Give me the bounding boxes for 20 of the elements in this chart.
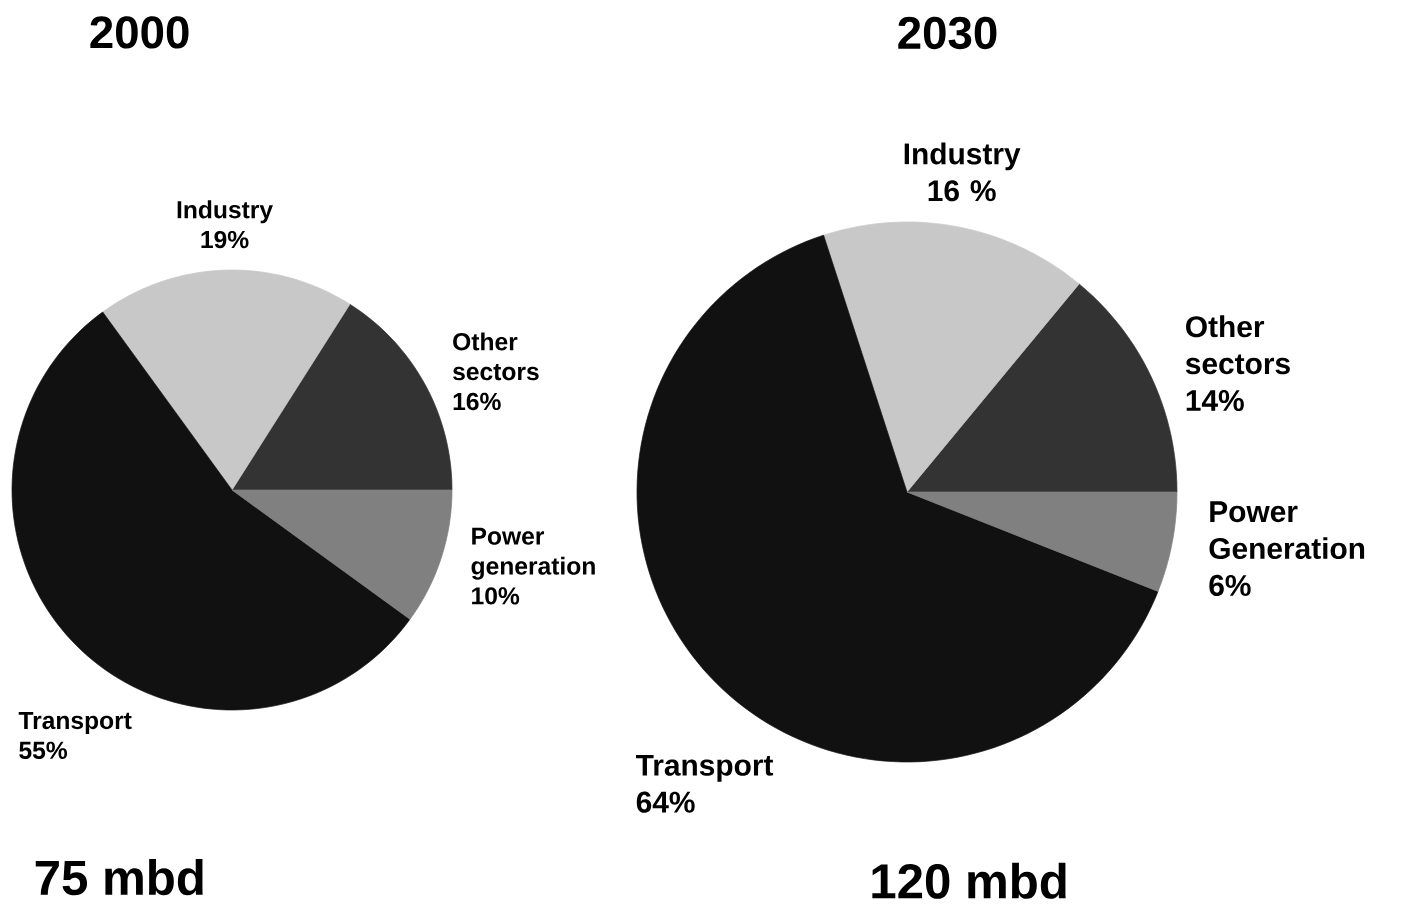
slice-label: Industry [904, 142, 1021, 171]
slice-label: Transport [18, 711, 132, 735]
data-label: 16% [453, 392, 501, 411]
data-label: 6% [1209, 574, 1251, 596]
slice-label: Transport [635, 754, 774, 782]
data-label: 16 % [928, 180, 996, 202]
slice-label: Power generation [471, 527, 595, 580]
data-label: 55% [19, 741, 68, 760]
text: 75 mbd [35, 859, 203, 896]
data-label: 10% [472, 587, 520, 605]
chart-title: 2030 [898, 16, 997, 50]
slice-label: Industry [177, 200, 273, 224]
data-label: 14% [1186, 390, 1244, 412]
slice-label: Other sectors [1185, 315, 1290, 375]
data-label: 64% [636, 791, 695, 813]
slice-label: Other sectors [453, 332, 539, 381]
slice-label: Power Generation [1209, 501, 1365, 560]
chart-title: 2000 [90, 16, 189, 49]
data-label: 19% [201, 230, 249, 249]
text: 120 mbd [872, 862, 1066, 899]
